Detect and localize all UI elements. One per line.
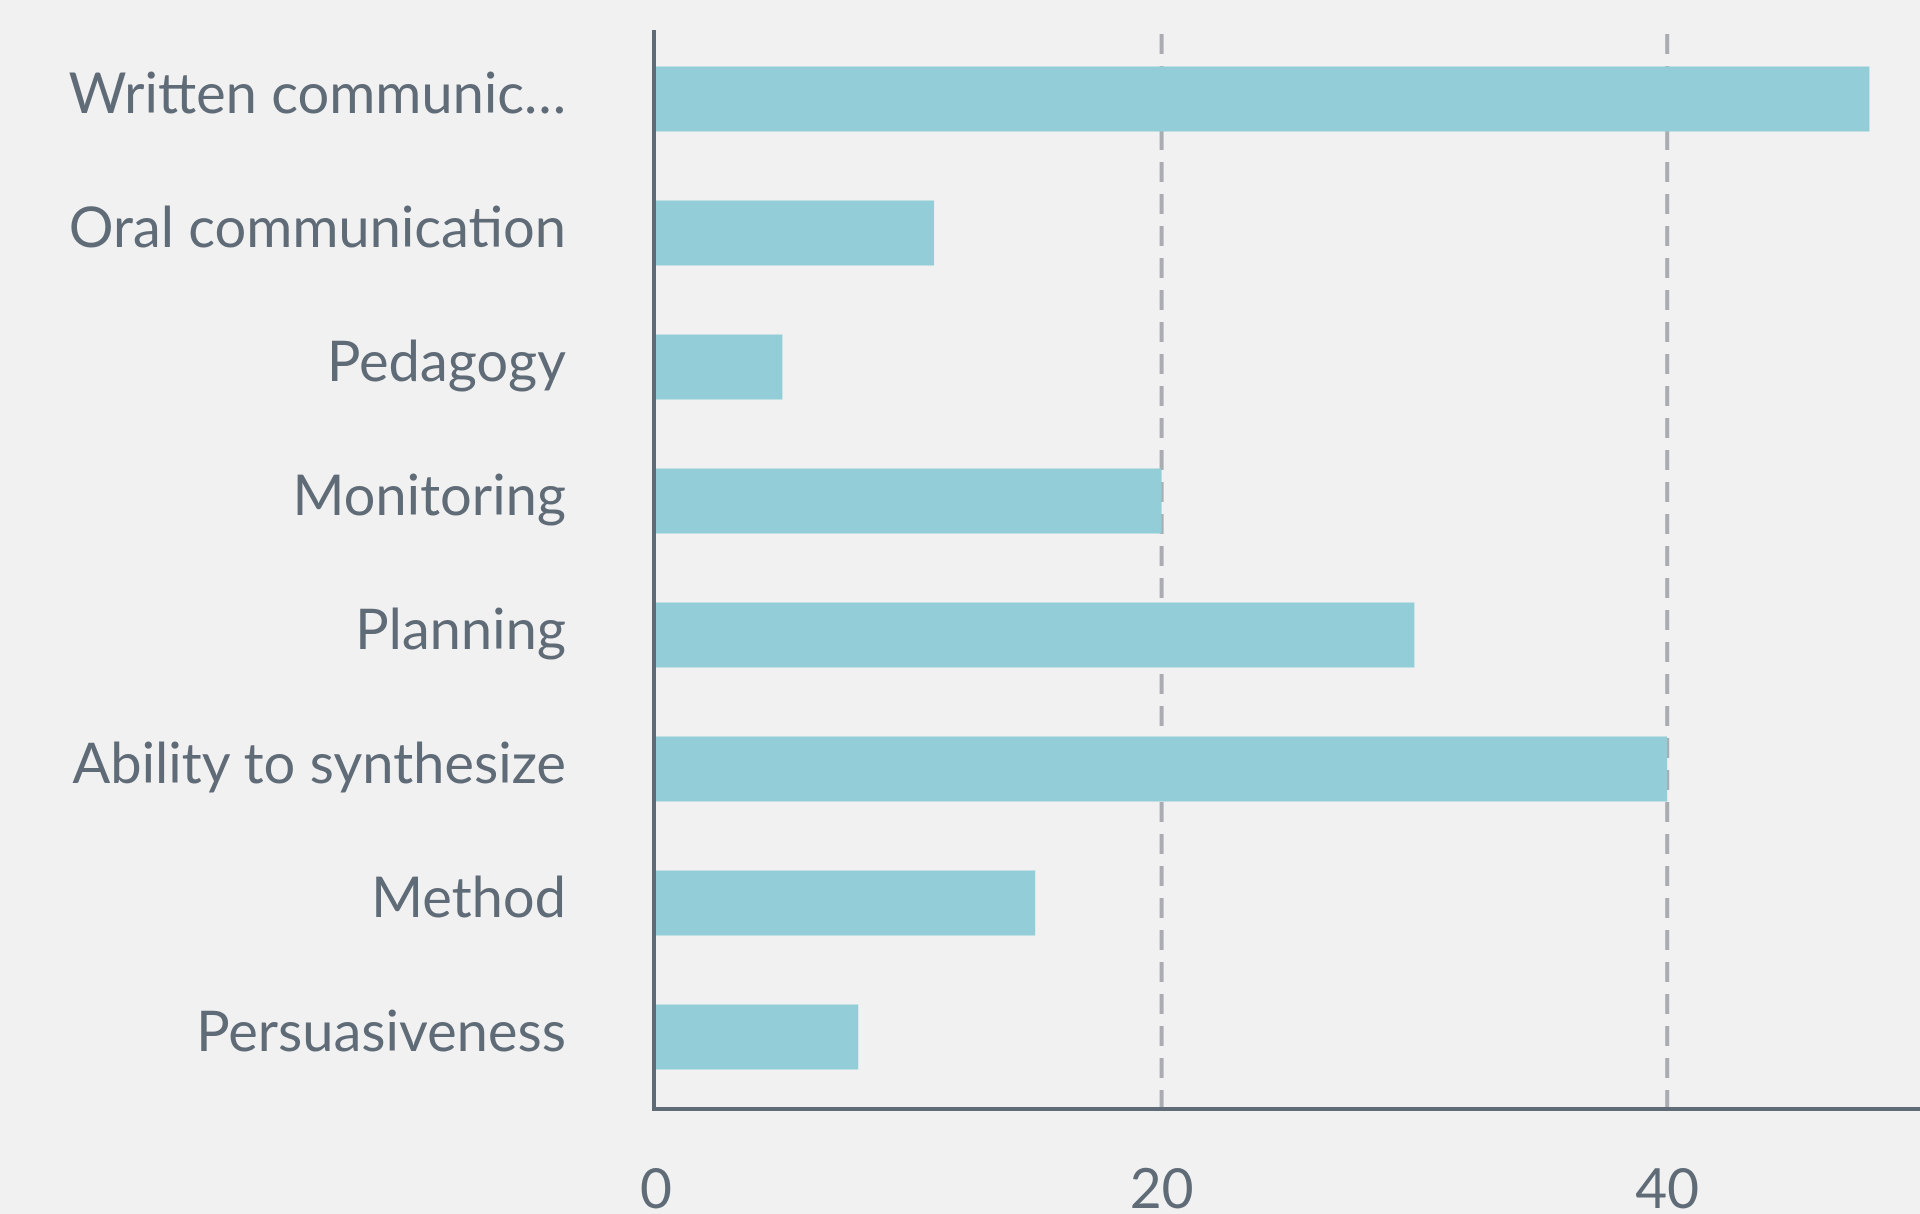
y-tick-label: Oral communication [69, 192, 566, 259]
x-tick-label: 0 [640, 1154, 672, 1214]
bar [656, 334, 783, 400]
bar [656, 736, 1668, 802]
y-tick-label: Written communic… [69, 58, 566, 125]
bar [656, 200, 935, 266]
y-tick-label: Method [371, 862, 566, 929]
x-tick-label: 20 [1130, 1154, 1194, 1214]
y-tick-label: Persuasiveness [196, 996, 566, 1063]
bar [656, 66, 1870, 132]
y-tick-label: Ability to synthesize [72, 728, 566, 795]
bar [656, 1004, 859, 1070]
bar [656, 468, 1162, 534]
x-tick-label: 40 [1635, 1154, 1699, 1214]
y-tick-label: Planning [355, 594, 566, 661]
bar [656, 602, 1415, 668]
y-tick-label: Pedagogy [327, 326, 566, 393]
y-tick-label: Monitoring [293, 460, 566, 527]
bar [656, 870, 1036, 936]
